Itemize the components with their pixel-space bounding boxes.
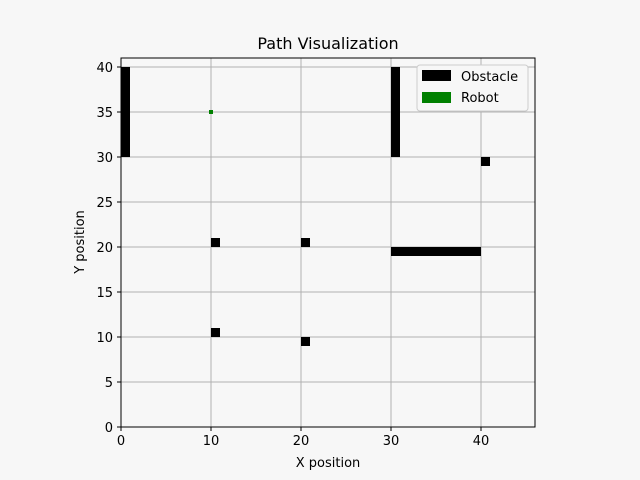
obstacles bbox=[121, 67, 490, 346]
y-tick-label: 25 bbox=[96, 196, 113, 211]
obstacle-cell bbox=[211, 238, 220, 247]
robot-layer bbox=[209, 110, 213, 114]
y-tick-label: 0 bbox=[105, 421, 113, 436]
y-tick-label: 35 bbox=[96, 106, 113, 121]
obstacle-cell bbox=[301, 238, 310, 247]
chart-title: Path Visualization bbox=[257, 34, 398, 53]
x-tick-label: 20 bbox=[293, 434, 310, 449]
x-tick-label: 30 bbox=[383, 434, 400, 449]
y-tick-label: 5 bbox=[105, 376, 113, 391]
plot-area bbox=[121, 58, 535, 427]
x-tick-label: 0 bbox=[117, 434, 125, 449]
legend-label-robot: Robot bbox=[461, 91, 499, 106]
y-tick-label: 10 bbox=[96, 331, 113, 346]
obstacle-cell bbox=[301, 337, 310, 346]
obstacle-cell bbox=[211, 328, 220, 337]
y-tick-label: 40 bbox=[96, 61, 113, 76]
legend-swatch-robot bbox=[422, 92, 451, 103]
x-tick-label: 40 bbox=[473, 434, 490, 449]
y-tick-label: 30 bbox=[96, 151, 113, 166]
legend-swatch-obstacle bbox=[422, 70, 451, 81]
y-axis-label: Y position bbox=[73, 210, 88, 275]
x-axis-label: X position bbox=[296, 456, 361, 471]
y-axis: 0 5 10 15 20 25 30 35 40 bbox=[96, 61, 121, 436]
obstacle-cell bbox=[121, 67, 130, 157]
legend-label-obstacle: Obstacle bbox=[461, 70, 518, 85]
robot-marker bbox=[209, 110, 213, 114]
y-tick-label: 20 bbox=[96, 241, 113, 256]
obstacle-cell bbox=[391, 67, 400, 157]
x-axis: 0 10 20 30 40 bbox=[117, 427, 489, 449]
legend: Obstacle Robot bbox=[416, 64, 529, 112]
obstacle-cell bbox=[481, 157, 490, 166]
obstacle-cell bbox=[391, 247, 481, 256]
plot-frame bbox=[120, 57, 536, 428]
x-tick-label: 10 bbox=[203, 434, 220, 449]
y-tick-label: 15 bbox=[96, 286, 113, 301]
